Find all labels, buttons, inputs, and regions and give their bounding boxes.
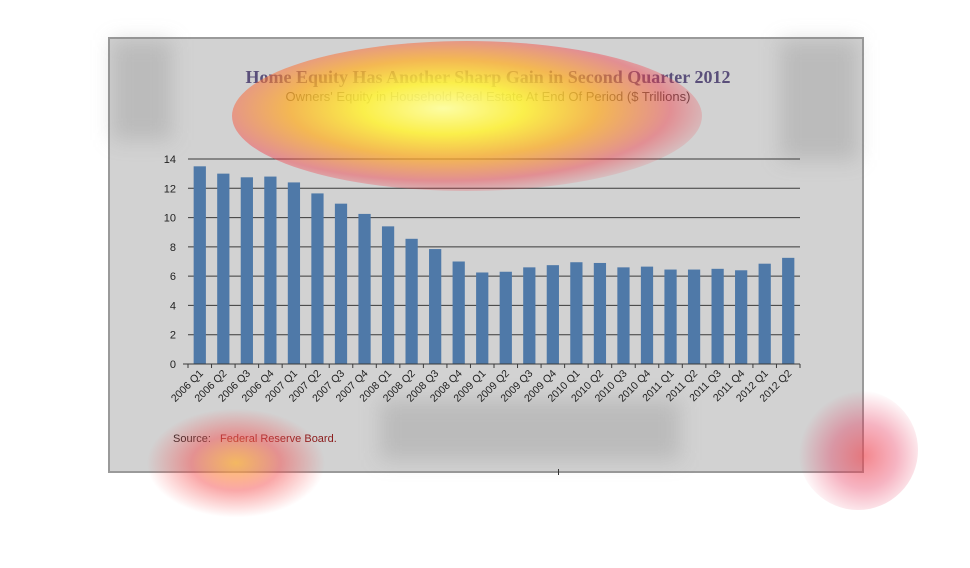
bar — [499, 271, 512, 364]
cursor-mark — [558, 469, 559, 475]
bar — [381, 226, 395, 364]
bar — [452, 261, 465, 364]
bar — [593, 262, 607, 364]
bar — [570, 262, 583, 364]
axes — [183, 363, 801, 368]
bar — [664, 269, 677, 364]
bar — [334, 203, 348, 364]
bar — [405, 238, 418, 364]
source-label: Source: — [173, 433, 211, 445]
y-tick-label: 12 — [164, 183, 176, 195]
y-tick-label: 0 — [170, 359, 176, 371]
bar — [687, 269, 701, 364]
bar — [640, 266, 654, 364]
y-tick-label: 2 — [170, 330, 176, 342]
bar — [735, 270, 748, 364]
bar — [546, 265, 559, 364]
bar — [476, 272, 489, 364]
bar — [287, 182, 301, 364]
y-tick-labels: 0 2 4 6 8 10 12 14 — [164, 154, 176, 371]
bar — [617, 267, 630, 364]
bar — [711, 268, 724, 364]
y-tick-label: 8 — [170, 242, 176, 254]
bar — [311, 193, 324, 364]
y-tick-label: 6 — [170, 271, 176, 283]
bar — [193, 166, 206, 364]
chart-subtitle: Owners' Equity in Household Real Estate … — [286, 89, 691, 104]
gridlines — [188, 158, 800, 365]
bar — [264, 176, 277, 364]
bar — [523, 267, 536, 364]
source-text: Federal Reserve Board. — [220, 433, 337, 445]
bars — [193, 166, 795, 364]
bar — [217, 173, 230, 364]
y-tick-label: 10 — [164, 213, 176, 225]
y-tick-label: 14 — [164, 154, 176, 166]
y-tick-label: 4 — [170, 300, 176, 312]
bar — [240, 177, 253, 364]
chart-title: Home Equity Has Another Sharp Gain in Se… — [246, 67, 731, 87]
bar — [782, 257, 795, 364]
bar — [358, 213, 371, 364]
bar — [429, 249, 442, 364]
source-note: Source: Federal Reserve Board. — [173, 433, 337, 445]
bar — [758, 263, 771, 364]
